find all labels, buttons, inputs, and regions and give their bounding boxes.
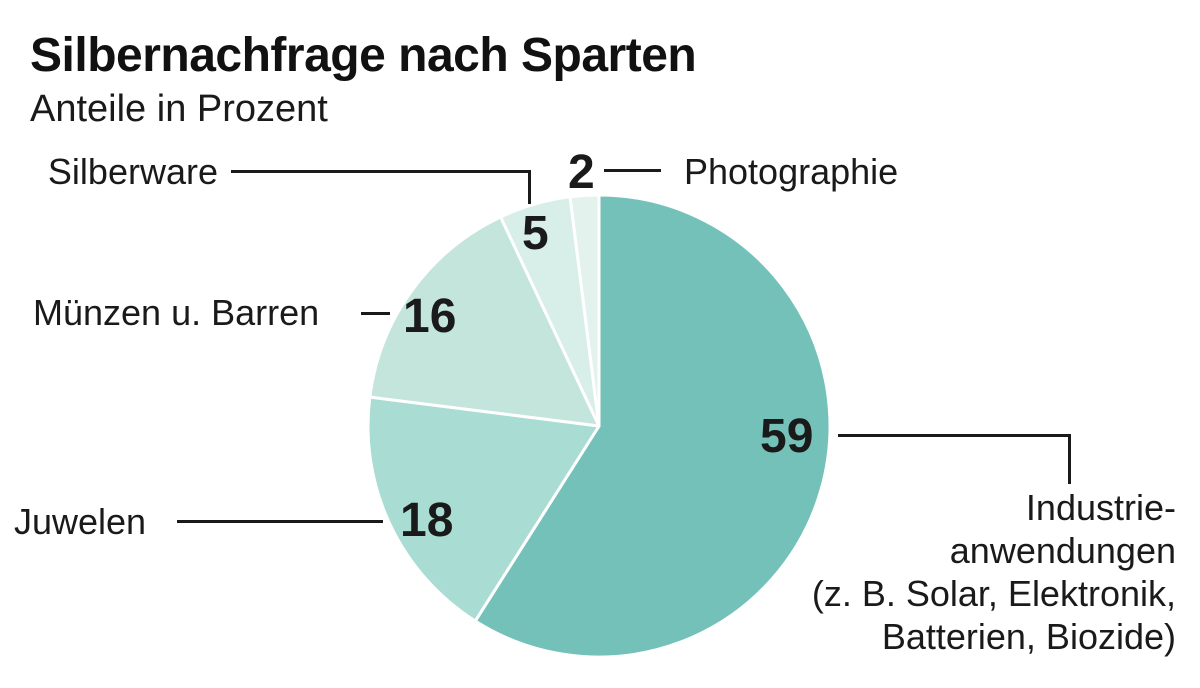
pie-slice-4 — [568, 193, 601, 428]
label-industrie-line2: anwendungen — [949, 530, 1176, 571]
leader-line-industrie-vertical — [1068, 434, 1071, 484]
pie-slice-2 — [368, 215, 601, 428]
value-industrie: 59 — [760, 410, 814, 463]
label-muenzen-u-barren: Münzen u. Barren — [33, 292, 320, 333]
label-juwelen: Juwelen — [14, 501, 147, 542]
label-industrie-line4: Batterien, Biozide) — [881, 616, 1176, 657]
leader-line-photographie — [604, 169, 661, 172]
value-muenzen: 16 — [403, 290, 457, 343]
value-juwelen: 18 — [400, 494, 454, 547]
leader-line-juwelen — [177, 520, 383, 523]
leader-line-industrie-horizontal — [838, 434, 1071, 437]
label-industrie-line3: (z. B. Solar, Elektronik, — [811, 573, 1176, 614]
leader-line-muenzen — [361, 312, 390, 315]
chart-subtitle: Anteile in Prozent — [30, 88, 328, 130]
label-industrie-line1: Industrie- — [1025, 487, 1176, 528]
leader-line-silberware-vertical — [528, 170, 531, 204]
label-industrieanwendungen: Industrie- anwendungen (z. B. Solar, Ele… — [812, 486, 1176, 658]
chart-title: Silbernachfrage nach Sparten — [30, 29, 697, 82]
pie-slice-1 — [366, 395, 601, 623]
leader-line-silberware-horizontal — [231, 170, 531, 173]
value-silberware: 5 — [522, 207, 549, 260]
label-silberware: Silberware — [47, 151, 218, 192]
pie-slice-0 — [473, 193, 832, 659]
label-photographie: Photographie — [684, 151, 899, 192]
value-photographie: 2 — [568, 146, 595, 199]
